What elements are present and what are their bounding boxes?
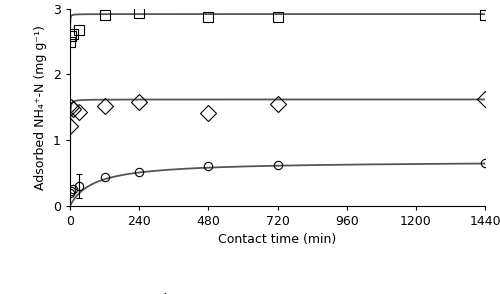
Y-axis label: Adsorbed NH₄⁺-N (mg g⁻¹): Adsorbed NH₄⁺-N (mg g⁻¹) (34, 25, 48, 190)
Legend: BC, KBC, HBC, Pseudo-second-order fit: BC, KBC, HBC, Pseudo-second-order fit (97, 291, 458, 294)
X-axis label: Contact time (min): Contact time (min) (218, 233, 336, 246)
